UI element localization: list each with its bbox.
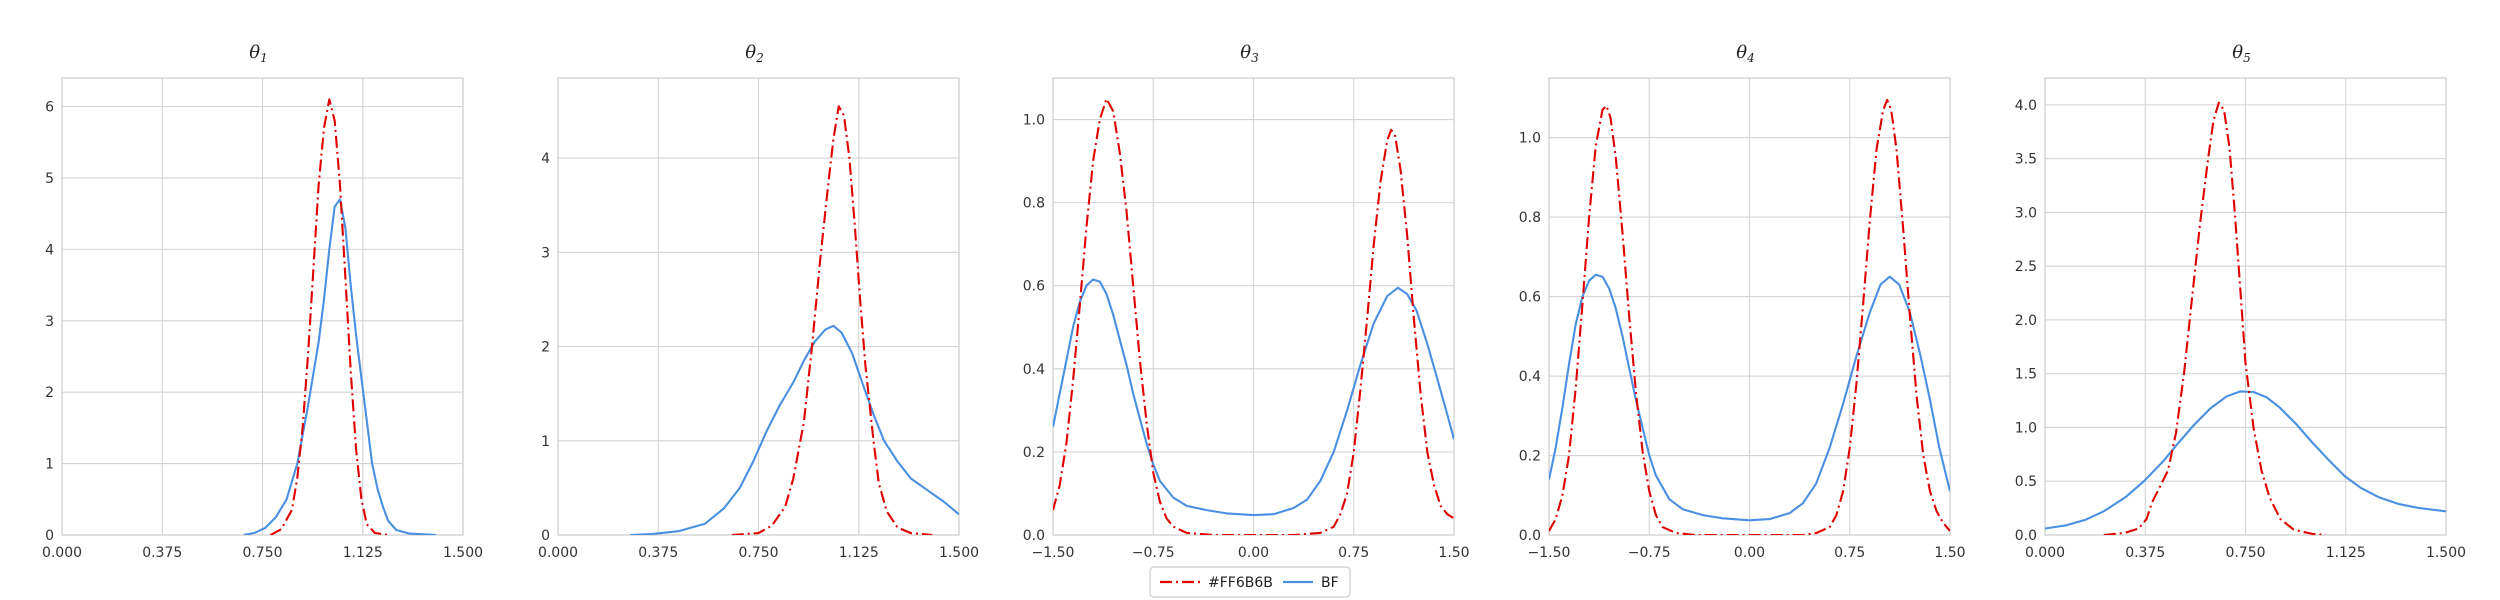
y-tick-label: 0 — [541, 528, 550, 544]
y-tick-label: 1 — [45, 457, 54, 473]
x-tick-label: 0.00 — [1238, 545, 1269, 561]
x-tick-label: 0.750 — [2225, 545, 2265, 561]
y-tick-label: 4 — [541, 151, 550, 167]
series-line-primary — [1549, 98, 1950, 535]
panel-title: θ3 — [1240, 42, 1259, 65]
x-tick-label: 0.375 — [142, 545, 182, 561]
y-tick-label: 3 — [541, 245, 550, 261]
y-tick-label: 0.0 — [1023, 528, 1045, 544]
x-tick-label: −0.75 — [1132, 545, 1175, 561]
x-tick-label: 0.000 — [2025, 545, 2065, 561]
series-line-bf — [2045, 390, 2446, 530]
y-tick-label: 0.0 — [2015, 528, 2037, 544]
panel-title-subscript: 3 — [1251, 51, 1259, 65]
panel-5: 0.000 0.375 0.750 1.125 1.500 0.0 0.5 1.0 1.5 2.0… — [2015, 42, 2466, 561]
y-tick-label: 3.0 — [2015, 205, 2037, 221]
x-tick-label: 0.375 — [2125, 545, 2165, 561]
y-tick-label: 3.5 — [2015, 152, 2037, 168]
x-tick-label: 1.125 — [2326, 545, 2366, 561]
series-line-bf — [1549, 273, 1950, 522]
y-tick-label: 5 — [45, 171, 54, 187]
legend-box — [1149, 566, 1351, 598]
y-tick-label: 4.0 — [2015, 98, 2037, 114]
y-tick-label: 0.2 — [1519, 449, 1541, 465]
y-tick-label: 0.4 — [1023, 362, 1045, 378]
series-line-primary — [2103, 101, 2326, 535]
y-tick-label: 4 — [45, 242, 54, 258]
x-tick-label: 0.750 — [242, 545, 282, 561]
x-tick-label: 0.000 — [538, 545, 578, 561]
x-tick-label: 0.75 — [1834, 545, 1865, 561]
y-tick-label: 1.5 — [2015, 367, 2037, 383]
x-tick-label: −1.50 — [1032, 545, 1075, 561]
panel-1: 0.000 0.375 0.750 1.125 1.500 0 1 2 3 4 5 6 θ1 — [42, 42, 483, 561]
x-tick-label: 1.125 — [839, 545, 879, 561]
plot-frame — [2044, 77, 2447, 536]
plot-frame — [557, 77, 960, 536]
panel-3: −1.50 −0.75 0.00 0.75 1.50 0.0 0.2 0.4 0.6 0.8 1.0… — [1023, 42, 1470, 561]
panel-title-subscript: 2 — [755, 51, 764, 65]
panel-title: θ5 — [2232, 42, 2250, 65]
x-tick-label: −1.50 — [1528, 545, 1571, 561]
x-tick-label: 1.50 — [1438, 545, 1469, 561]
panel-title-subscript: 1 — [260, 51, 268, 65]
panel-title: θ1 — [249, 42, 267, 65]
panel-title: θ2 — [745, 42, 763, 65]
x-tick-label: 1.125 — [343, 545, 383, 561]
plot-frame — [61, 77, 464, 536]
x-tick-label: 1.500 — [2426, 545, 2466, 561]
y-tick-label: 2 — [45, 385, 54, 401]
panel-2: 0.000 0.375 0.750 1.125 1.500 0 1 2 3 4 θ2 — [538, 42, 979, 561]
panel-4: −1.50 −0.75 0.00 0.75 1.50 0.0 0.2 0.4 0.6 0.8 1.0… — [1519, 42, 1966, 561]
y-tick-label: 0.6 — [1023, 279, 1045, 295]
y-tick-label: 0.4 — [1519, 369, 1541, 385]
y-tick-label: 2.0 — [2015, 313, 2037, 329]
panel-title-subscript: 5 — [2243, 51, 2251, 65]
y-tick-label: 2.5 — [2015, 259, 2037, 275]
legend-label-primary: #FF6B6B — [1208, 575, 1273, 591]
y-tick-label: 3 — [45, 314, 54, 330]
y-tick-label: 1.0 — [2015, 420, 2037, 436]
x-tick-label: 0.75 — [1338, 545, 1369, 561]
series-line-bf — [243, 198, 437, 535]
x-tick-label: 0.00 — [1734, 545, 1765, 561]
y-tick-label: 0 — [45, 528, 54, 544]
y-tick-label: 1.0 — [1023, 113, 1045, 129]
legend-label-bf: BF — [1321, 575, 1339, 591]
series-line-primary — [731, 105, 933, 535]
y-tick-label: 6 — [45, 100, 54, 116]
y-tick-label: 1 — [541, 434, 550, 450]
series-line-primary — [1053, 97, 1454, 535]
y-tick-label: 0.8 — [1519, 210, 1541, 226]
legend: #FF6B6B BF — [1149, 566, 1351, 598]
y-tick-label: 0.6 — [1519, 290, 1541, 306]
y-tick-label: 2 — [541, 340, 550, 356]
x-tick-label: 1.500 — [443, 545, 483, 561]
x-tick-label: 0.750 — [738, 545, 778, 561]
panel-title-subscript: 4 — [1746, 51, 1755, 65]
x-tick-label: 0.000 — [42, 545, 82, 561]
y-tick-label: 0.5 — [2015, 474, 2037, 490]
series-line-bf — [1053, 278, 1454, 517]
x-tick-label: 1.50 — [1934, 545, 1965, 561]
y-tick-label: 1.0 — [1519, 131, 1541, 147]
series-line-bf — [630, 324, 959, 535]
x-tick-label: 1.500 — [939, 545, 979, 561]
y-tick-label: 0.0 — [1519, 528, 1541, 544]
y-tick-label: 0.2 — [1023, 445, 1045, 461]
x-tick-label: 0.375 — [638, 545, 678, 561]
x-tick-label: −0.75 — [1628, 545, 1671, 561]
series-line-primary — [270, 98, 389, 535]
y-tick-label: 0.8 — [1023, 196, 1045, 212]
panel-title: θ4 — [1736, 42, 1754, 65]
